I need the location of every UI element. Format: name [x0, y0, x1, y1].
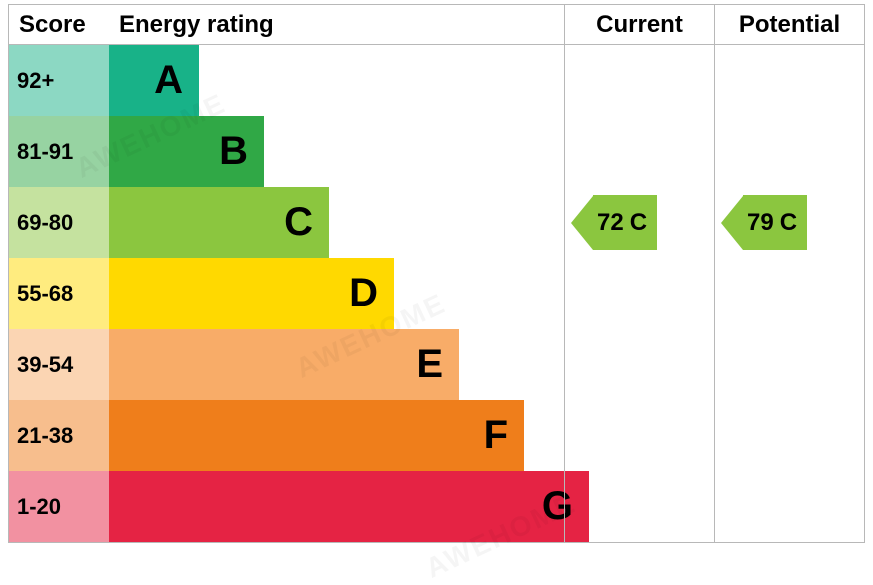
potential-cell [714, 400, 864, 471]
pointer-letter: C [630, 209, 647, 237]
current-cell [564, 329, 714, 400]
rating-cell: A [109, 45, 564, 116]
rating-bar-d: D [109, 258, 394, 329]
header-row: Score Energy rating Current Potential [9, 5, 864, 45]
band-row-b: 81-91B [9, 116, 864, 187]
header-score: Score [9, 5, 109, 44]
current-cell [564, 45, 714, 116]
score-cell: 1-20 [9, 471, 109, 542]
rating-cell: E [109, 329, 564, 400]
rating-cell: D [109, 258, 564, 329]
potential-cell [714, 45, 864, 116]
rating-bar-a: A [109, 45, 199, 116]
current-cell [564, 116, 714, 187]
chart-body: 92+A81-91B69-80C72C79C55-68D39-54E21-38F… [9, 45, 864, 542]
pointer-arrow-icon [571, 196, 593, 250]
score-cell: 92+ [9, 45, 109, 116]
current-cell [564, 400, 714, 471]
band-row-e: 39-54E [9, 329, 864, 400]
rating-cell: F [109, 400, 564, 471]
band-row-c: 69-80C72C79C [9, 187, 864, 258]
potential-cell [714, 329, 864, 400]
current-cell: 72C [564, 187, 714, 258]
potential-cell [714, 116, 864, 187]
band-row-a: 92+A [9, 45, 864, 116]
potential-cell: 79C [714, 187, 864, 258]
score-cell: 55-68 [9, 258, 109, 329]
band-row-g: 1-20G [9, 471, 864, 542]
pointer-letter: C [780, 209, 797, 237]
pointer-body: 79C [743, 195, 807, 250]
current-cell [564, 471, 714, 542]
rating-bar-b: B [109, 116, 264, 187]
rating-bar-f: F [109, 400, 524, 471]
potential-pointer: 79C [721, 195, 807, 250]
score-cell: 39-54 [9, 329, 109, 400]
potential-cell [714, 471, 864, 542]
band-row-f: 21-38F [9, 400, 864, 471]
band-row-d: 55-68D [9, 258, 864, 329]
rating-bar-e: E [109, 329, 459, 400]
energy-rating-chart: Score Energy rating Current Potential 92… [8, 4, 865, 543]
rating-cell: G [109, 471, 564, 542]
current-cell [564, 258, 714, 329]
pointer-body: 72C [593, 195, 657, 250]
rating-bar-c: C [109, 187, 329, 258]
current-pointer: 72C [571, 195, 657, 250]
score-cell: 81-91 [9, 116, 109, 187]
rating-cell: C [109, 187, 564, 258]
header-rating: Energy rating [109, 5, 564, 44]
score-cell: 21-38 [9, 400, 109, 471]
rating-cell: B [109, 116, 564, 187]
rating-bar-g: G [109, 471, 589, 542]
pointer-value: 79 [747, 209, 774, 237]
pointer-value: 72 [597, 209, 624, 237]
pointer-arrow-icon [721, 196, 743, 250]
score-cell: 69-80 [9, 187, 109, 258]
header-potential: Potential [714, 5, 864, 44]
potential-cell [714, 258, 864, 329]
header-current: Current [564, 5, 714, 44]
